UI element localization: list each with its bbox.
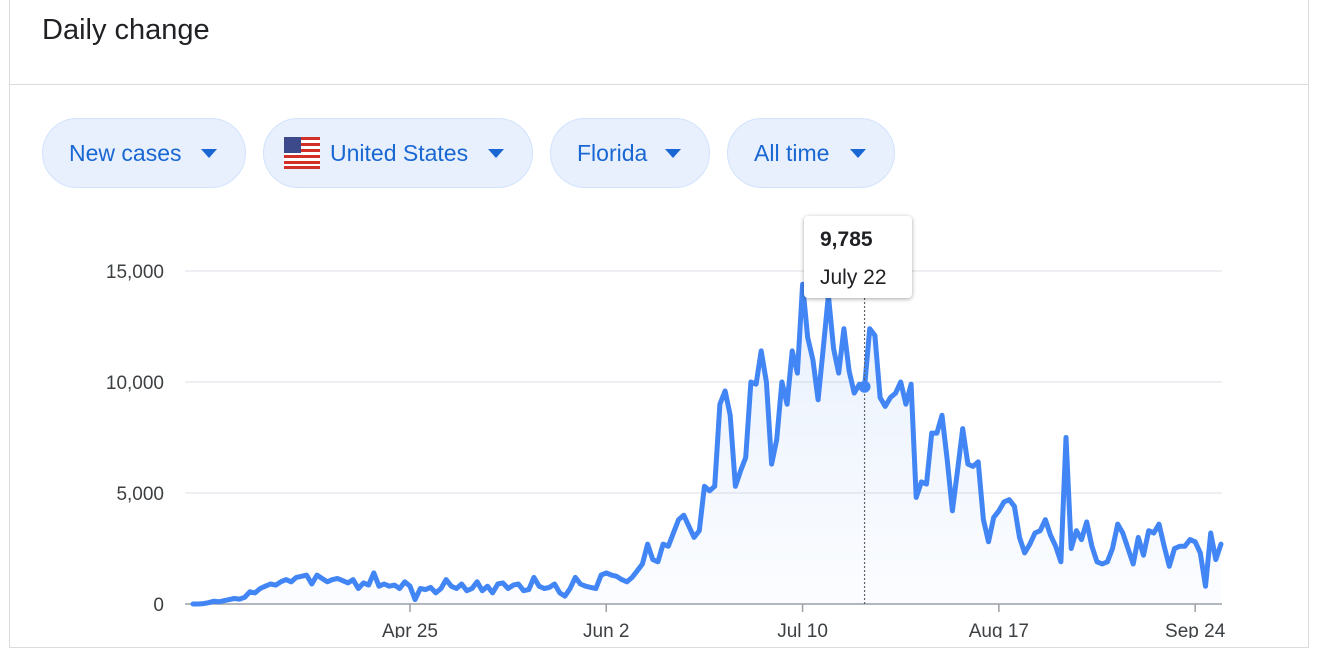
dropdown-arrow (665, 149, 681, 158)
us-flag (284, 137, 320, 169)
country-chip[interactable]: United States (263, 118, 533, 188)
hover-point (858, 380, 871, 393)
dropdown-arrow (850, 149, 866, 158)
tooltip-value: 9,785 (820, 228, 873, 251)
dropdown-arrow (201, 149, 217, 158)
chip-label: All time (754, 139, 830, 166)
chip-label: United States (330, 139, 469, 166)
x-tick-label: Jun 2 (583, 621, 629, 638)
x-tick-label: Sep 24 (1165, 621, 1226, 638)
region-chip[interactable]: Florida (550, 118, 710, 188)
area (193, 284, 1221, 604)
x-tick-label: Jul 10 (777, 621, 828, 638)
y-tick-label: 0 (153, 595, 164, 616)
y-tick-label: 5,000 (116, 484, 164, 505)
metric-chip[interactable]: New cases (42, 118, 246, 188)
period-chip[interactable]: All time (727, 118, 895, 188)
dropdown-arrow (488, 149, 504, 158)
x-tick-label: Aug 17 (969, 621, 1029, 638)
tooltip-date: July 22 (820, 266, 887, 289)
line (190, 281, 1224, 607)
divider (10, 84, 1309, 85)
y-tick-label: 15,000 (106, 262, 164, 283)
x-tick-label: Apr 25 (382, 621, 438, 638)
chip-label: Florida (577, 139, 648, 166)
card-title: Daily change (42, 14, 210, 46)
tooltip: 9,785 July 22 (804, 216, 912, 298)
y-tick-label: 10,000 (106, 373, 164, 394)
chip-label: New cases (69, 139, 182, 166)
